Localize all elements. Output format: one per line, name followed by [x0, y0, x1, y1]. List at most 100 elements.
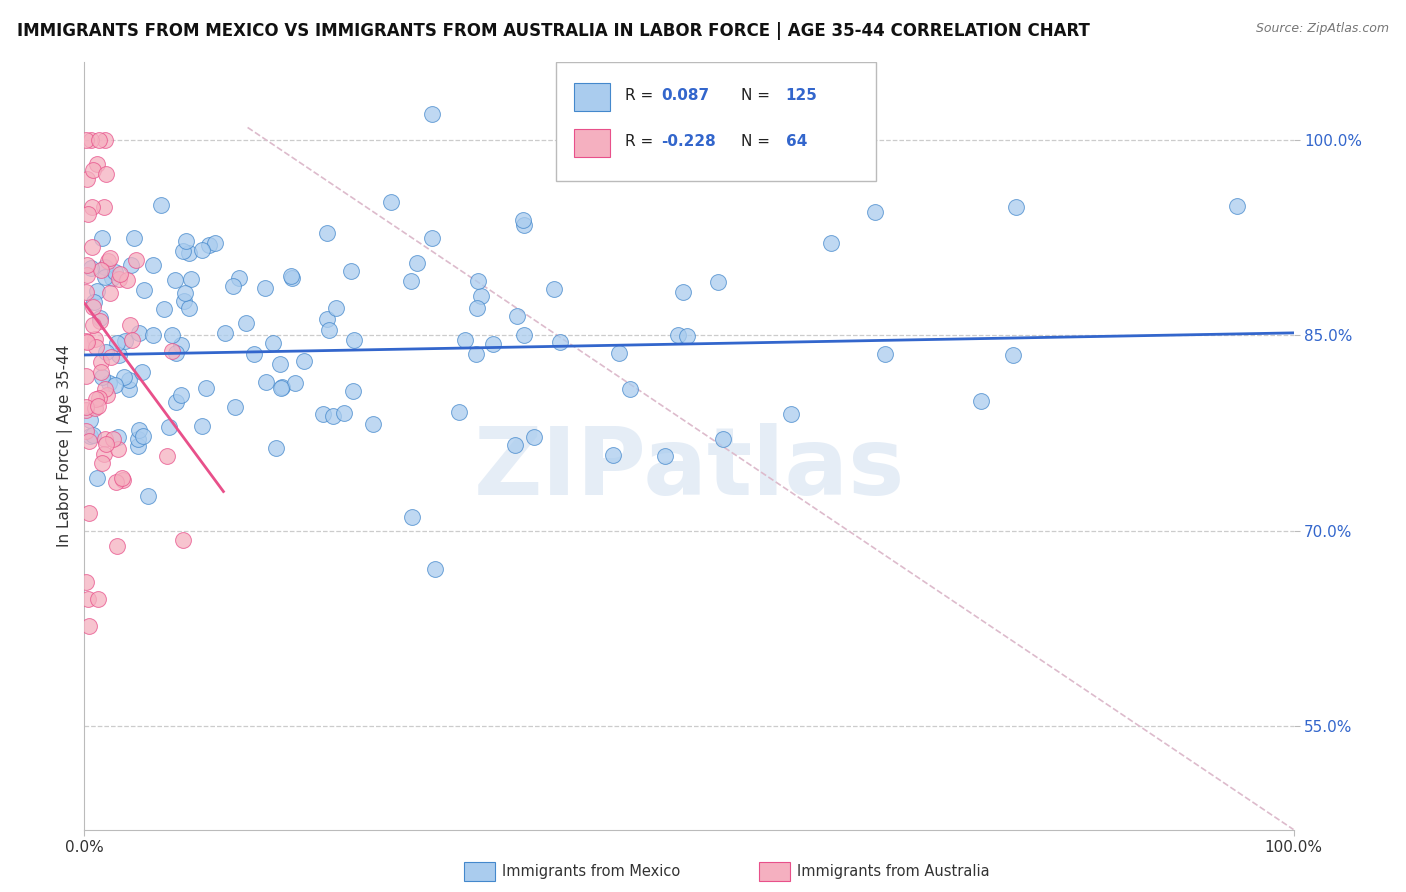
Point [90, 365, 112, 379]
Point [82, 300, 104, 314]
Point [228, 270, 250, 285]
Point [235, 316, 257, 330]
Point [80, 133, 103, 147]
Point [101, 432, 124, 446]
Point [454, 334, 477, 348]
Point [76, 172, 98, 186]
Point [254, 375, 277, 389]
Point [342, 384, 364, 398]
Point [172, 533, 194, 548]
Point [131, 365, 153, 379]
Point [108, 348, 131, 362]
Point [153, 301, 176, 316]
Point [93, 382, 115, 396]
Point [86, 471, 108, 485]
Point [77, 434, 100, 448]
Point [127, 439, 149, 453]
Point [118, 373, 141, 387]
Point [482, 336, 505, 351]
Point [93, 201, 115, 215]
Text: Source: ZipAtlas.com: Source: ZipAtlas.com [1256, 22, 1389, 36]
Point [170, 388, 193, 402]
Point [142, 327, 165, 342]
Point [505, 438, 527, 452]
Point [312, 407, 335, 421]
Point [105, 475, 128, 490]
Point [506, 310, 529, 324]
Point [89, 133, 111, 147]
Point [380, 195, 402, 210]
Point [84, 340, 107, 354]
Point [80, 261, 103, 276]
Point [94, 437, 117, 451]
Point [467, 274, 489, 288]
Point [180, 272, 202, 286]
Text: R =: R = [624, 88, 658, 103]
Point [619, 382, 641, 396]
Point [160, 343, 183, 358]
Point [543, 282, 565, 296]
Point [94, 133, 117, 147]
Point [970, 393, 993, 408]
Text: R =: R = [624, 134, 658, 149]
Text: N =: N = [741, 134, 775, 149]
Point [98, 251, 121, 265]
Point [363, 417, 385, 432]
Point [513, 328, 536, 343]
Point [118, 382, 141, 396]
Point [89, 311, 111, 326]
Point [170, 338, 193, 352]
Point [149, 198, 172, 212]
Point [107, 442, 129, 457]
Point [132, 428, 155, 442]
Point [75, 285, 97, 300]
Text: Immigrants from Mexico: Immigrants from Mexico [502, 864, 681, 879]
Point [420, 231, 443, 245]
Point [75, 368, 97, 383]
Point [80, 240, 103, 254]
Point [79, 429, 101, 443]
Point [122, 231, 145, 245]
Point [127, 432, 149, 446]
Point [90, 355, 112, 369]
Point [93, 447, 115, 461]
Point [512, 218, 534, 232]
Point [322, 409, 344, 424]
Point [1002, 348, 1025, 362]
Point [269, 357, 291, 371]
Point [711, 432, 734, 446]
Point [548, 335, 571, 350]
Point [128, 326, 150, 341]
Text: 125: 125 [786, 88, 817, 103]
Point [107, 430, 129, 444]
Point [405, 256, 427, 270]
Point [94, 269, 117, 284]
Point [465, 301, 488, 315]
Point [82, 318, 104, 333]
Point [160, 327, 183, 342]
Point [340, 264, 363, 278]
Point [165, 395, 187, 409]
Point [707, 275, 730, 289]
Point [79, 619, 101, 633]
Point [449, 405, 471, 419]
Point [120, 318, 142, 332]
Point [105, 540, 128, 554]
Point [173, 294, 195, 309]
Point [465, 347, 488, 361]
Point [96, 388, 118, 402]
Point [654, 449, 676, 463]
Point [318, 323, 340, 337]
Point [90, 263, 112, 277]
Point [75, 575, 97, 590]
Point [100, 350, 122, 364]
Point [112, 370, 135, 384]
Point [190, 243, 212, 257]
Point [91, 456, 114, 470]
Point [84, 332, 107, 346]
Point [343, 333, 366, 347]
Point [222, 279, 245, 293]
Point [165, 273, 187, 287]
Text: 64: 64 [786, 134, 807, 149]
Point [108, 267, 131, 281]
